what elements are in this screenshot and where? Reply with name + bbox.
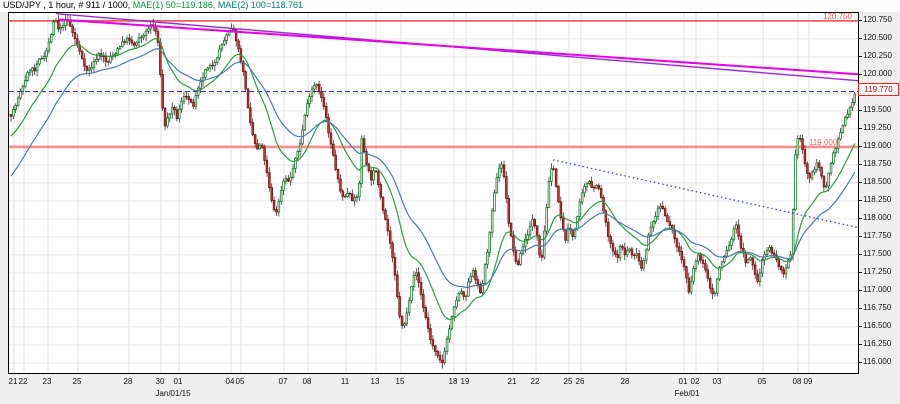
y-axis-tick-label: 120.750 (863, 15, 892, 24)
x-axis-tick-label: 21 (507, 377, 517, 386)
y-axis-tick-label: 120.000 (863, 69, 892, 78)
y-axis-tick-mark (858, 344, 862, 345)
y-axis-tick-label: 120.500 (863, 33, 892, 42)
candlestick-chart-canvas[interactable]: 120.750 119.000 (9, 13, 858, 373)
x-axis-tick-label: 25 (563, 377, 573, 386)
x-axis-tick-label: 11 (340, 377, 350, 386)
x-axis-tick-label: 18 (448, 377, 458, 386)
x-axis-tick-label: 21 (8, 377, 18, 386)
trendline-blue-dotted[interactable] (552, 159, 858, 229)
y-axis-tick-label: 116.000 (863, 357, 892, 366)
y-axis-tick-mark (858, 164, 862, 165)
x-axis-tick-label: 22 (530, 377, 540, 386)
x-axis-tick-label: 25 (72, 377, 82, 386)
x-axis-month-label: Jan/01/15 (155, 389, 191, 398)
trendline-magenta[interactable] (57, 18, 858, 76)
y-axis-tick-label: 117.500 (863, 249, 892, 258)
x-axis-tick-label: 28 (123, 377, 133, 386)
y-axis-tick-label: 118.000 (863, 213, 892, 222)
y-axis-tick-label: 117.750 (863, 231, 892, 240)
x-axis-tick-label: 03 (712, 377, 722, 386)
y-axis-tick-mark (858, 20, 862, 21)
x-axis-tick-label: 01 (173, 377, 183, 386)
price-level-label: 120.750 (823, 13, 852, 21)
mae2-indicator-label: MAE(2) 100=118.761 (217, 0, 304, 10)
y-axis-tick-label: 116.750 (863, 303, 892, 312)
x-axis-tick-label: 04 (225, 377, 235, 386)
x-axis-month-label: Feb/01 (674, 389, 700, 398)
x-axis-tick-label: 05 (757, 377, 767, 386)
y-axis-tick-label: 119.000 (863, 141, 892, 150)
x-axis-tick-label: 26 (575, 377, 585, 386)
mae1-indicator-label: MAE(1) 50=119.186, (132, 0, 218, 10)
x-axis-tick-label: 09 (803, 377, 813, 386)
x-axis-tick-label: 22 (18, 377, 28, 386)
y-axis-tick-mark (858, 218, 862, 219)
y-axis-tick-label: 117.250 (863, 267, 892, 276)
x-axis-tick-label: 05 (235, 377, 245, 386)
chart-title-bar: USD/JPY , 1 hour, # 911 / 1000, MAE(1) 5… (0, 0, 900, 12)
y-axis-tick-mark (858, 326, 862, 327)
y-axis-tick-label: 116.500 (863, 321, 892, 330)
y-axis-tick-mark (858, 38, 862, 39)
y-axis-tick-mark (858, 182, 862, 183)
x-axis-tick-label: 28 (620, 377, 630, 386)
y-axis-tick-mark (858, 362, 862, 363)
x-axis-tick-label: 08 (792, 377, 802, 386)
chart-plot-area[interactable]: 120.750 119.000 (8, 12, 859, 374)
y-axis-tick-mark (858, 56, 862, 57)
y-axis-tick-label: 117.000 (863, 285, 892, 294)
x-axis-tick-label: 30 (155, 377, 165, 386)
level-lines: 120.750 119.000 (9, 13, 858, 149)
y-axis-tick-label: 118.500 (863, 177, 892, 186)
ma-100-line (10, 48, 856, 289)
y-axis-tick-mark (858, 308, 862, 309)
y-axis-tick-label: 119.500 (863, 105, 892, 114)
y-axis-tick-label: 118.750 (863, 159, 892, 168)
y-axis-tick-label: 120.250 (863, 51, 892, 60)
x-axis-tick-label: 23 (42, 377, 52, 386)
y-axis-tick-mark (858, 272, 862, 273)
x-axis-tick-label: 07 (278, 377, 288, 386)
ma-50-line (10, 37, 856, 321)
candles (9, 13, 857, 369)
price-level-label: 119.000 (809, 138, 838, 147)
x-axis-tick-label: 01 (678, 377, 688, 386)
y-axis-tick-mark (858, 110, 862, 111)
y-axis-tick-label: 119.250 (863, 123, 892, 132)
y-axis-tick-mark (858, 254, 862, 255)
y-axis-tick-mark (858, 290, 862, 291)
y-axis-tick-label: 116.250 (863, 339, 892, 348)
x-axis-tick-label: 19 (460, 377, 470, 386)
symbol-timeframe-label: USD/JPY , 1 hour, # 911 / 1000, (3, 0, 133, 10)
x-axis-tick-label: 15 (395, 377, 405, 386)
x-axis-tick-label: 08 (302, 377, 312, 386)
y-axis-tick-label: 118.250 (863, 195, 892, 204)
trendlines (55, 13, 858, 229)
x-axis-tick-label: 13 (370, 377, 380, 386)
y-axis-tick-mark (858, 128, 862, 129)
y-axis-tick-mark (858, 236, 862, 237)
gridlines (9, 13, 858, 373)
y-axis-tick-mark (858, 146, 862, 147)
current-price-label: 119.770 (858, 83, 899, 96)
y-axis-tick-mark (858, 74, 862, 75)
x-axis-tick-label: 02 (690, 377, 700, 386)
y-axis-tick-mark (858, 200, 862, 201)
